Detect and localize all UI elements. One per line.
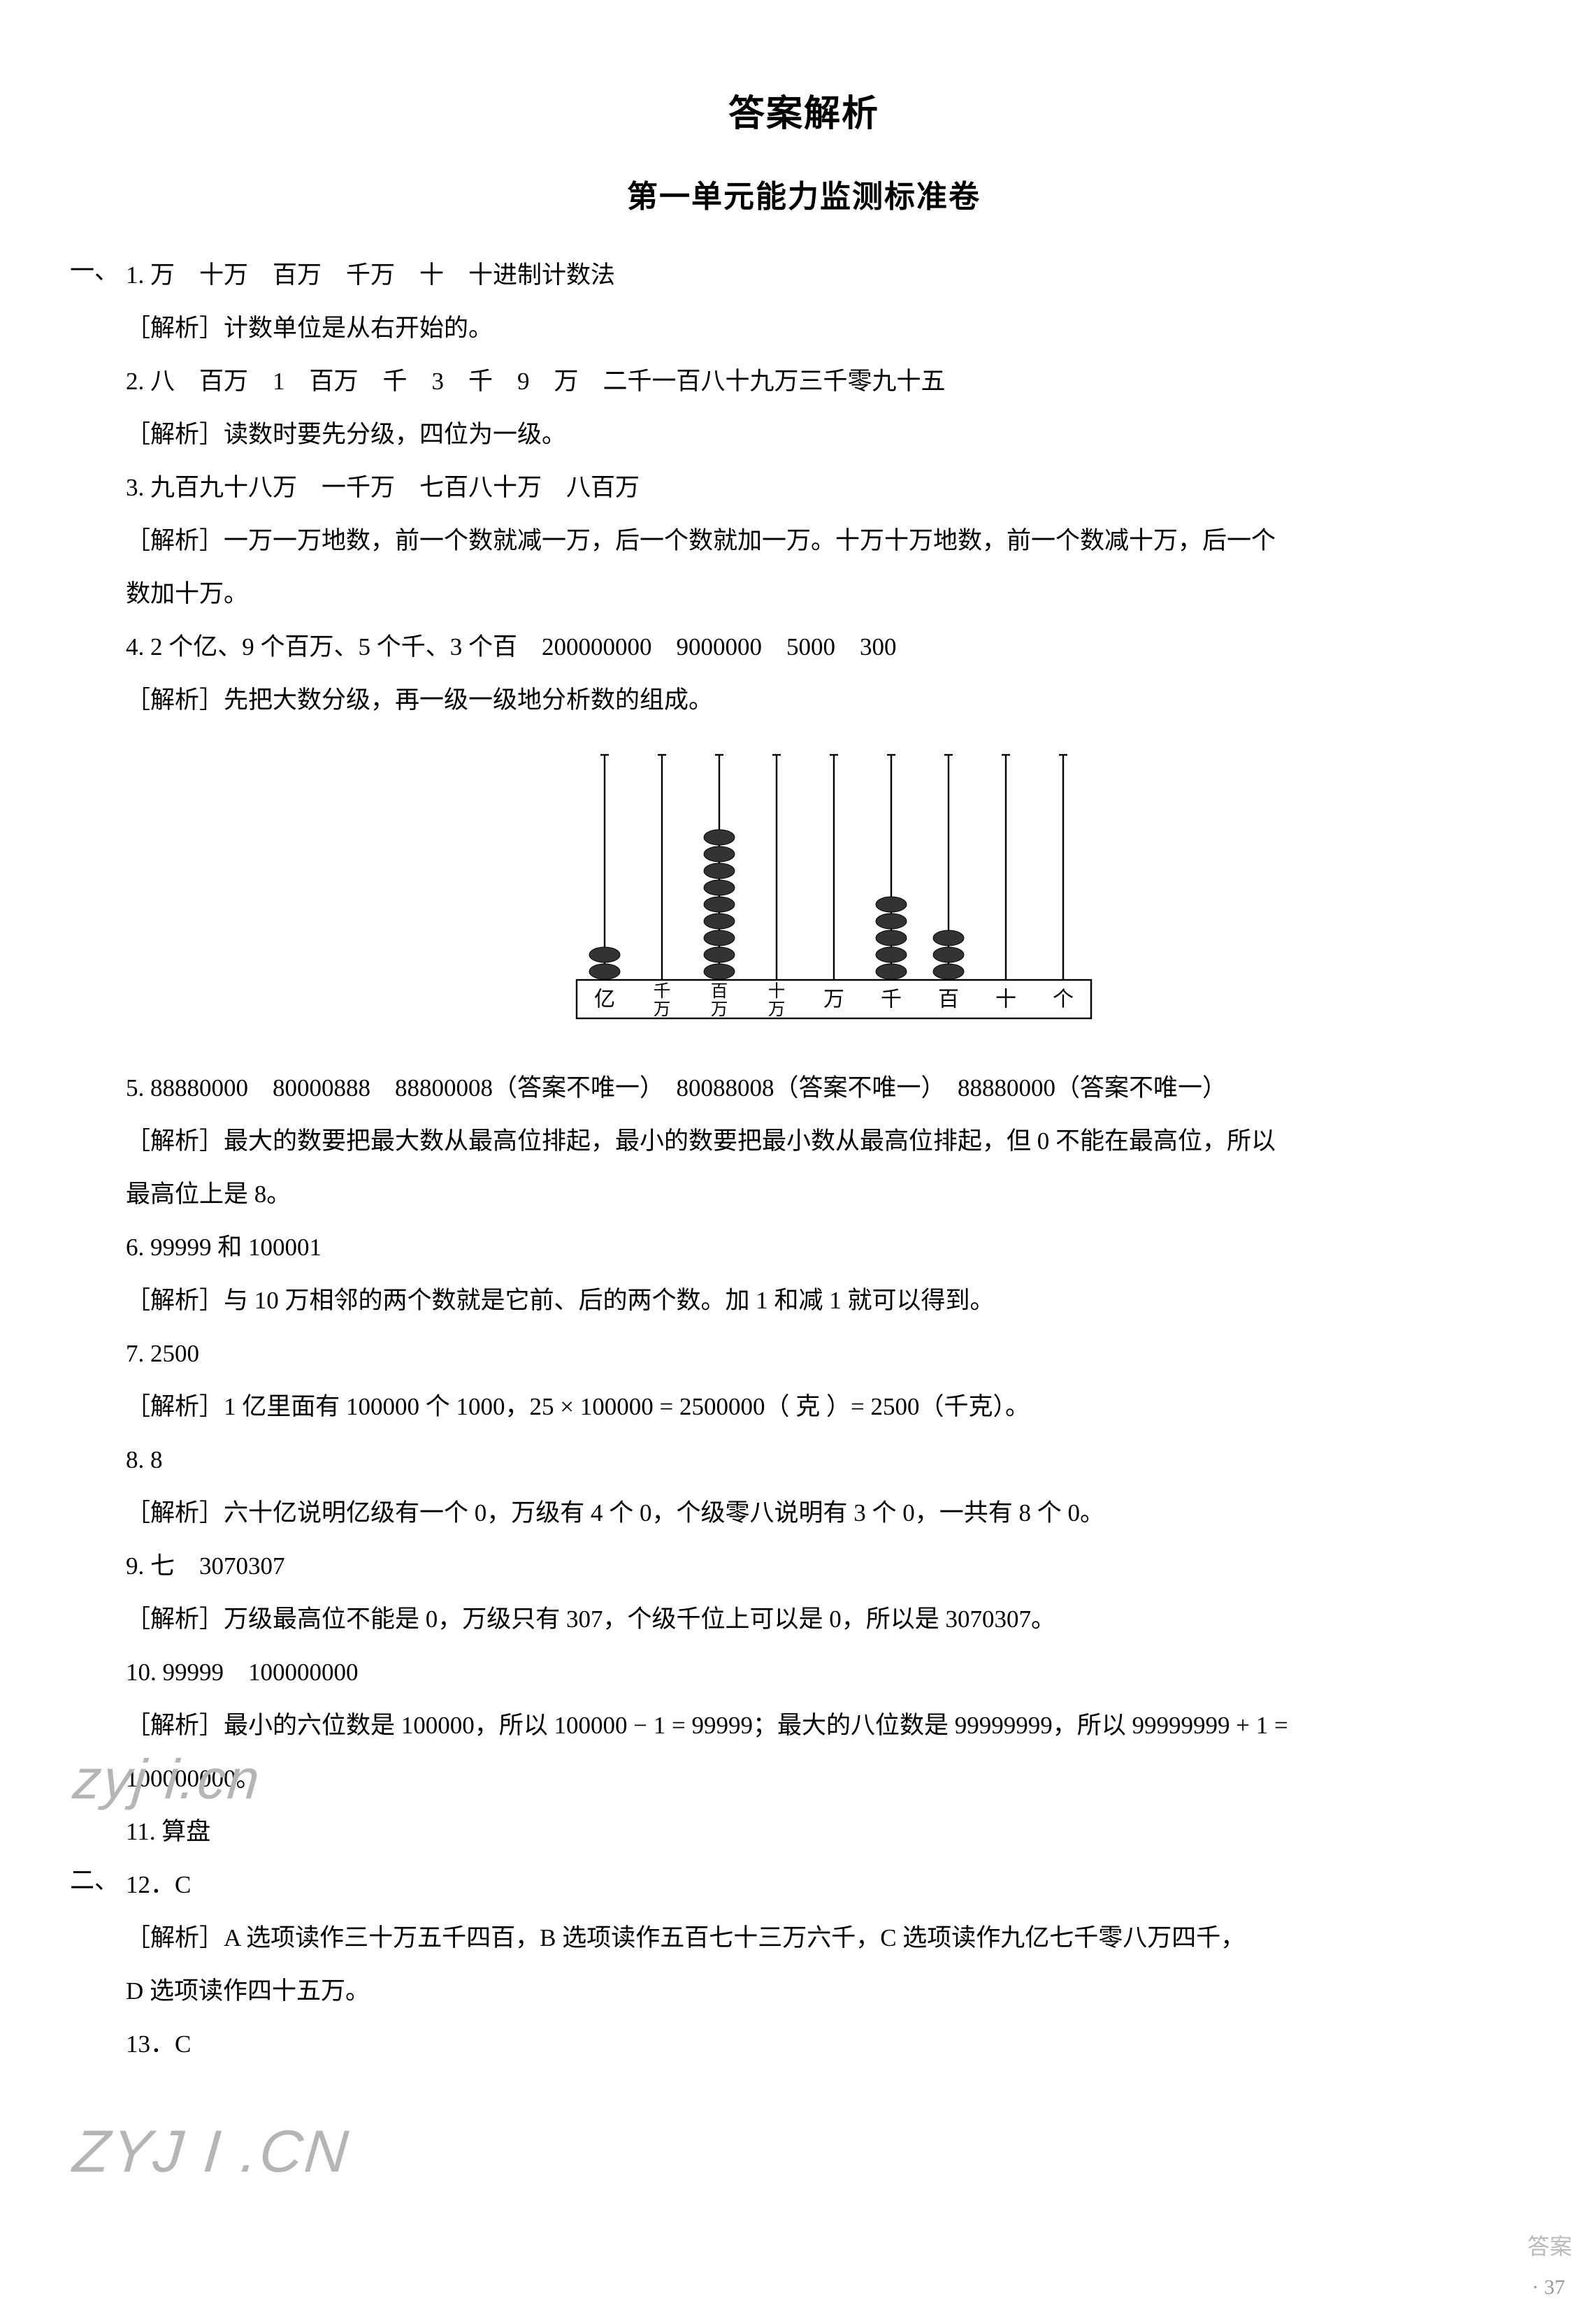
answer-line: 3. 九百九十八万 一千万 七百八十万 八百万 (126, 463, 1538, 512)
answer-line: 7. 2500 (126, 1329, 1538, 1378)
footer-label: 答案 (1527, 2229, 1572, 2261)
svg-text:万: 万 (654, 1000, 671, 1019)
svg-text:个: 个 (1053, 988, 1074, 1011)
explain-line: ［解析］一万一万地数，前一个数就减一万，后一个数就加一万。十万十万地数，前一个数… (126, 517, 1538, 565)
svg-text:十: 十 (768, 981, 786, 1001)
answer-line: 1. 万 十万 百万 千万 十 十进制计数法 (126, 251, 1538, 300)
explain-line: 100000000。 (126, 1754, 1538, 1803)
section-2-label: 二、 (70, 1861, 119, 1896)
svg-text:十: 十 (995, 988, 1016, 1011)
answer-line: 10. 99999 100000000 (126, 1648, 1538, 1697)
answer-line: 11. 算盘 (126, 1807, 1538, 1856)
abacus-diagram: 亿千万百万十万万千百十个 (563, 742, 1101, 1043)
explain-line: 数加十万。 (126, 570, 1538, 619)
explain-line: D 选项读作四十五万。 (126, 1967, 1538, 2016)
svg-text:千: 千 (654, 981, 671, 1001)
svg-text:千: 千 (881, 988, 902, 1011)
explain-line: ［解析］万级最高位不能是 0，万级只有 307，个级千位上可以是 0，所以是 3… (126, 1595, 1538, 1644)
answer-line: 12．C (126, 1861, 1538, 1910)
section-title: 第一单元能力监测标准卷 (70, 171, 1538, 216)
svg-text:百: 百 (938, 988, 959, 1011)
explain-line: ［解析］先把大数分级，再一级一级地分析数的组成。 (126, 676, 1538, 725)
explain-line: ［解析］最小的六位数是 100000，所以 100000 − 1 = 99999… (126, 1701, 1538, 1750)
page-title: 答案解析 (70, 84, 1538, 136)
answer-line: 2. 八 百万 1 百万 千 3 千 9 万 二千一百八十九万三千零九十五 (126, 357, 1538, 406)
svg-text:万: 万 (768, 1000, 786, 1019)
explain-line: 最高位上是 8。 (126, 1170, 1538, 1219)
explain-line: ［解析］读数时要先分级，四位为一级。 (126, 410, 1538, 459)
answer-line: 8. 8 (126, 1436, 1538, 1485)
svg-text:亿: 亿 (594, 988, 615, 1011)
svg-text:万: 万 (711, 1000, 728, 1019)
answer-line: 4. 2 个亿、9 个百万、5 个千、3 个百 200000000 900000… (126, 623, 1538, 672)
answer-line: 6. 99999 和 100001 (126, 1223, 1538, 1272)
explain-line: ［解析］A 选项读作三十万五千四百，B 选项读作五百七十三万六千，C 选项读作九… (126, 1914, 1538, 1963)
answer-line: 9. 七 3070307 (126, 1542, 1538, 1591)
explain-line: ［解析］最大的数要把最大数从最高位排起，最小的数要把最小数从最高位排起，但 0 … (126, 1117, 1538, 1166)
explain-line: ［解析］1 亿里面有 100000 个 1000，25 × 100000 = 2… (126, 1383, 1538, 1431)
section-1-label: 一、 (70, 251, 119, 287)
explain-line: ［解析］六十亿说明亿级有一个 0，万级有 4 个 0，个级零八说明有 3 个 0… (126, 1489, 1538, 1538)
watermark: ZYJ I .CN (71, 2118, 353, 2186)
explain-line: ［解析］计数单位是从右开始的。 (126, 304, 1538, 353)
answer-line: 13．C (126, 2020, 1538, 2069)
page-number: · 37 (1532, 2276, 1566, 2300)
svg-text:万: 万 (823, 988, 844, 1011)
explain-line: ［解析］与 10 万相邻的两个数就是它前、后的两个数。加 1 和减 1 就可以得… (126, 1276, 1538, 1325)
svg-text:百: 百 (711, 982, 728, 1001)
answer-line: 5. 88880000 80000888 88800008（答案不唯一） 800… (126, 1064, 1538, 1113)
